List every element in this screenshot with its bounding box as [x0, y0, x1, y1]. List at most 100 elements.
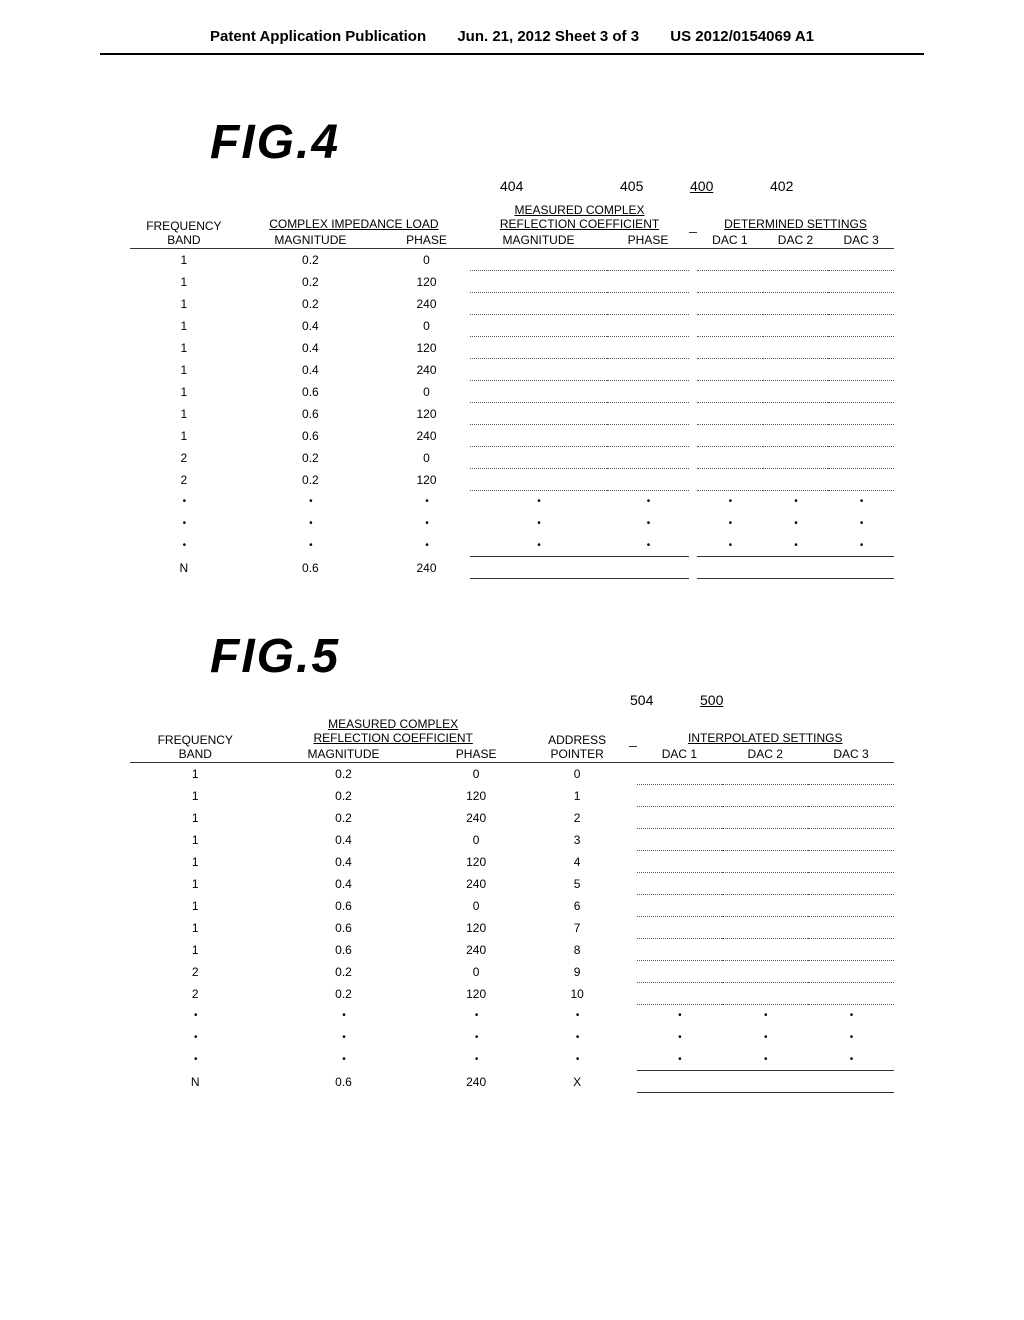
table-row: 10.6120: [130, 403, 894, 425]
cell-phase: 120: [383, 271, 470, 293]
table-row: 10.41204: [130, 851, 894, 873]
figure-4: FIG.4 404 405 400 402 FREQUENCY BAND COM…: [130, 115, 894, 579]
cell-addr: 9: [526, 961, 629, 983]
cell-mag: 0.2: [261, 785, 427, 807]
cell-dac2: [722, 785, 808, 807]
cell-dac2: [763, 469, 829, 491]
cell-dac2: [763, 447, 829, 469]
cell-meas-mag: [470, 381, 607, 403]
col-interp: INTERPOLATED SETTINGS: [637, 716, 895, 746]
cell-dac1: [697, 249, 763, 271]
cell-dac1: [697, 403, 763, 425]
cell-meas-mag: [470, 425, 607, 447]
cell-addr: 10: [526, 983, 629, 1005]
cell-mag: 0.4: [261, 851, 427, 873]
cell-meas-mag: [470, 293, 607, 315]
cell-mag: 0.2: [238, 469, 383, 491]
table-row: 20.2120: [130, 469, 894, 491]
cell-band: 1: [130, 271, 238, 293]
cell-phase: 0: [426, 829, 525, 851]
cell-dac1: [637, 917, 723, 939]
cell-addr: 0: [526, 763, 629, 785]
cell-mag: 0.2: [261, 983, 427, 1005]
ellipsis-row: ••••••••: [130, 491, 894, 513]
cell-meas-phase: [607, 315, 689, 337]
cell-mag: 0.2: [261, 807, 427, 829]
cell-band: 1: [130, 829, 261, 851]
table-row: N0.6240: [130, 557, 894, 579]
cell-meas-phase: [607, 249, 689, 271]
cell-dac1: [637, 829, 723, 851]
cell-band: 2: [130, 469, 238, 491]
cell-phase: 0: [426, 895, 525, 917]
fig5-table: FREQUENCY BAND MEASURED COMPLEX REFLECTI…: [130, 716, 894, 1093]
ref-404: 404: [500, 178, 523, 194]
cell-dac2: [763, 293, 829, 315]
col-magnitude: MAGNITUDE: [261, 746, 427, 763]
cell-dac3: [828, 293, 894, 315]
table-row: 10.61207: [130, 917, 894, 939]
cell-dac2: [763, 381, 829, 403]
cell-dac1: [697, 315, 763, 337]
cell-mag: 0.6: [261, 895, 427, 917]
cell-addr: 6: [526, 895, 629, 917]
cell-dac3: [808, 939, 894, 961]
fig5-title: FIG.5: [210, 629, 894, 684]
cell-phase: 0: [383, 315, 470, 337]
cell-dac1: [697, 337, 763, 359]
cell-phase: 0: [383, 249, 470, 271]
cell-dac1: [637, 873, 723, 895]
cell-dac2: [763, 403, 829, 425]
cell-band: 1: [130, 425, 238, 447]
cell-phase: 0: [426, 763, 525, 785]
cell-dac2: [722, 1071, 808, 1093]
cell-phase: 0: [383, 381, 470, 403]
cell-phase: 0: [383, 447, 470, 469]
col-magnitude: MAGNITUDE: [238, 232, 383, 249]
cell-dac2: [722, 961, 808, 983]
cell-mag: 0.2: [238, 271, 383, 293]
cell-addr: 3: [526, 829, 629, 851]
col-magnitude2: MAGNITUDE: [470, 232, 607, 249]
cell-mag: 0.6: [238, 403, 383, 425]
cell-mag: 0.4: [238, 315, 383, 337]
table-row: 10.60: [130, 381, 894, 403]
cell-dac2: [722, 851, 808, 873]
cell-meas-phase: [607, 359, 689, 381]
cell-dac3: [808, 873, 894, 895]
col-freq-band: FREQUENCY BAND: [130, 202, 238, 249]
cell-dac1: [637, 763, 723, 785]
cell-meas-mag: [470, 249, 607, 271]
cell-meas-phase: [607, 425, 689, 447]
col-dac2: DAC 2: [763, 232, 829, 249]
cell-dac3: [828, 359, 894, 381]
cell-dac2: [722, 983, 808, 1005]
ref-402: 402: [770, 178, 793, 194]
cell-phase: 240: [426, 1071, 525, 1093]
cell-dac3: [828, 249, 894, 271]
cell-dac3: [808, 895, 894, 917]
table-row: 10.403: [130, 829, 894, 851]
cell-dac2: [722, 917, 808, 939]
ellipsis-row: •••••••: [130, 1027, 894, 1049]
cell-meas-mag: [470, 271, 607, 293]
ref-504: 504: [630, 692, 653, 708]
cell-phase: 120: [426, 851, 525, 873]
cell-dac1: [697, 425, 763, 447]
cell-dac1: [637, 785, 723, 807]
cell-dac2: [763, 557, 829, 579]
cell-band: 1: [130, 807, 261, 829]
cell-mag: 0.6: [261, 1071, 427, 1093]
cell-band: 1: [130, 895, 261, 917]
cell-mag: 0.6: [238, 381, 383, 403]
fig4-title: FIG.4: [210, 115, 894, 170]
cell-meas-phase: [607, 469, 689, 491]
cell-meas-mag: [470, 337, 607, 359]
cell-phase: 240: [383, 359, 470, 381]
fig5-ref-labels: 504 500: [130, 692, 894, 716]
cell-phase: 120: [426, 917, 525, 939]
table-row: 10.6240: [130, 425, 894, 447]
cell-dac3: [828, 337, 894, 359]
col-dac3: DAC 3: [808, 746, 894, 763]
cell-band: 1: [130, 359, 238, 381]
